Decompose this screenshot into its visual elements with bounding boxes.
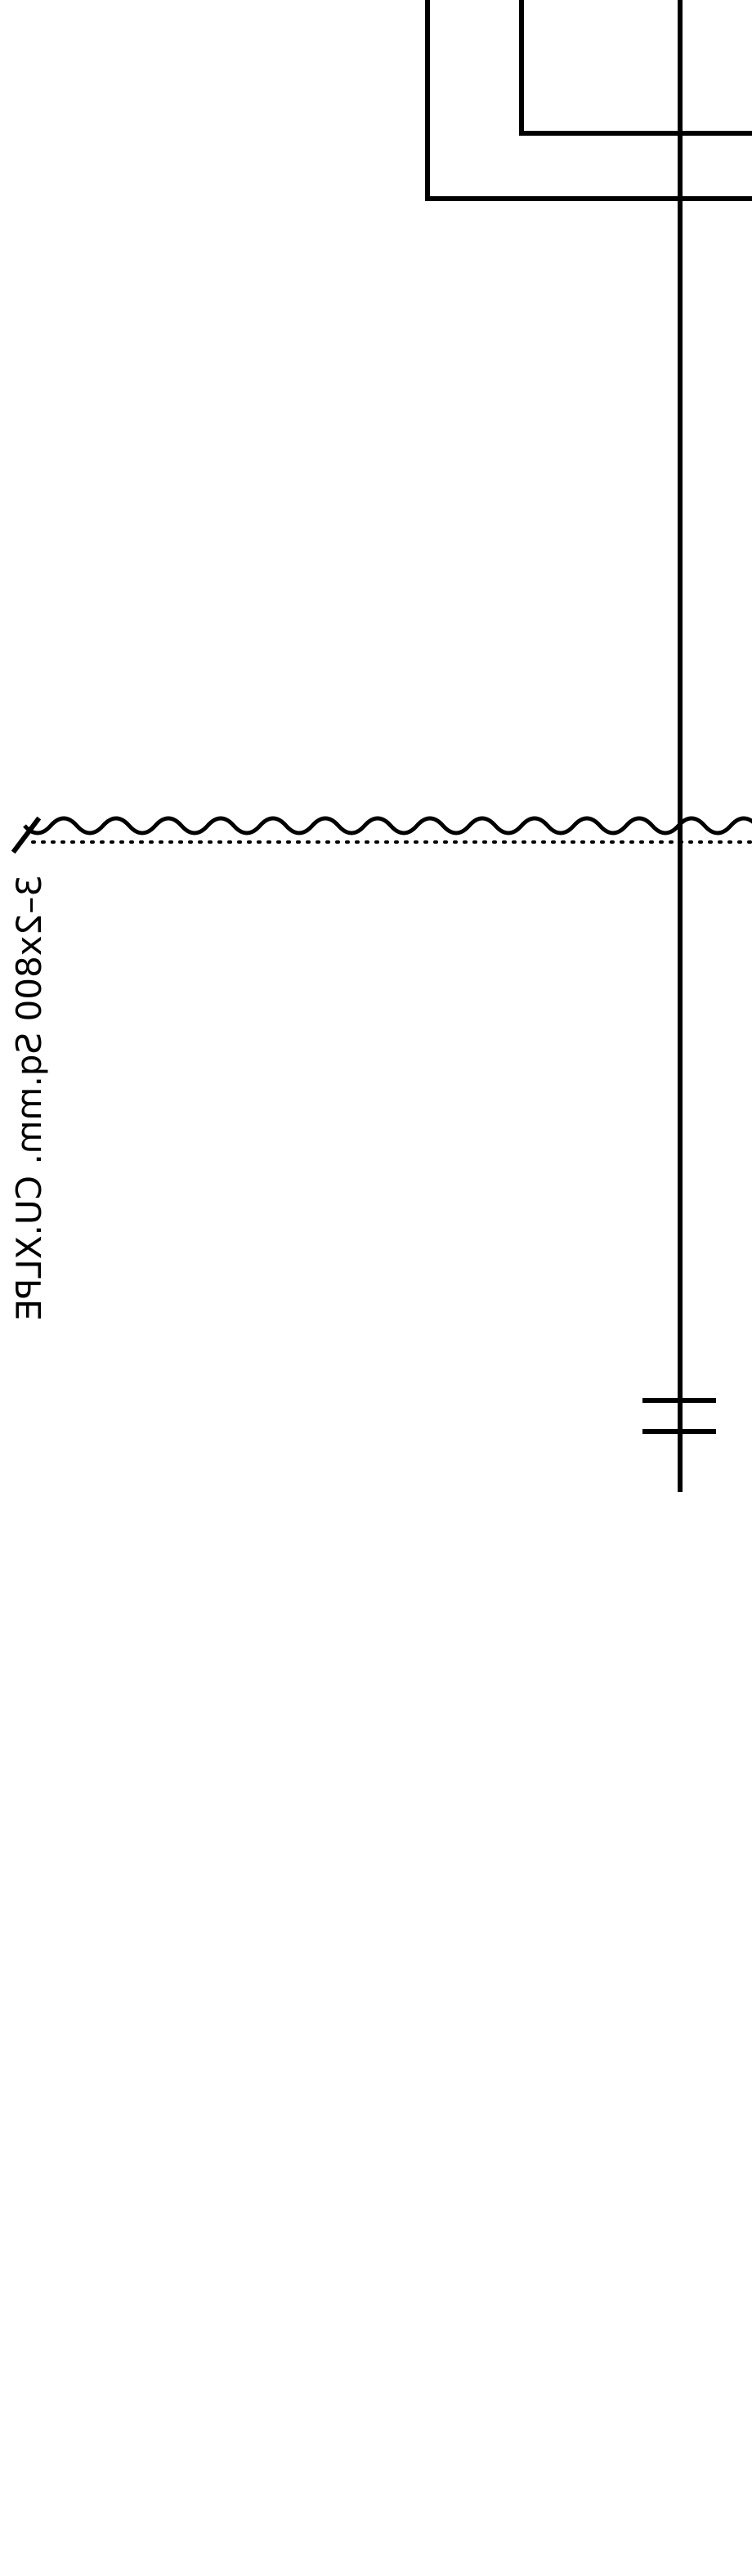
cable-size-label: 3–2x800 Sq.mm. CU.XLPE [9,875,49,1320]
label-leader-line [11,816,42,854]
cable-run-wavy-line [23,816,752,836]
inner-conductor-loop [519,0,752,136]
outer-conductor-loop [425,0,752,201]
